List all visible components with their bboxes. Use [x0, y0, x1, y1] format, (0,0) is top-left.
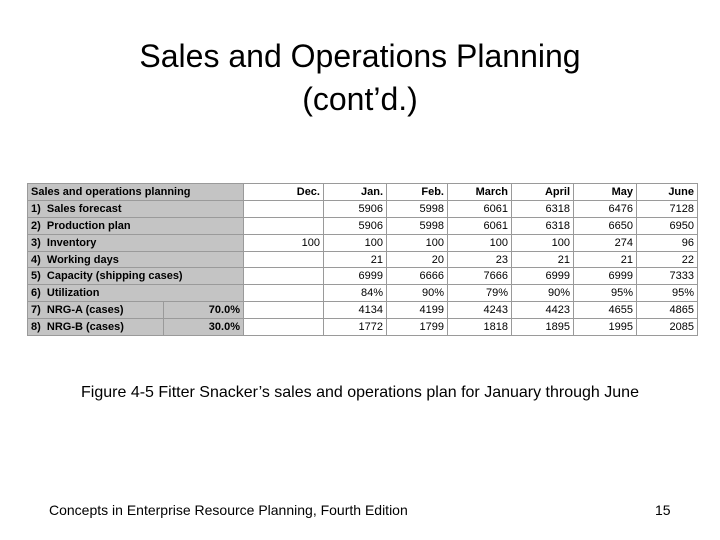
row-label: 3) Inventory: [27, 233, 244, 252]
cell: 4134: [323, 301, 387, 320]
page-number: 15: [655, 502, 671, 518]
title-line: (cont’d.): [302, 81, 418, 117]
cell: 6476: [573, 199, 637, 218]
row-label: 4) Working days: [27, 250, 244, 269]
cell: 2085: [636, 318, 698, 337]
cell: 6650: [573, 216, 637, 235]
cell: 5998: [386, 216, 448, 235]
cell: 21: [323, 250, 387, 269]
row-label: 6) Utilization: [27, 284, 244, 303]
cell: [243, 216, 324, 235]
cell: 7666: [447, 267, 512, 286]
cell: [243, 318, 324, 337]
cell: 6318: [511, 216, 574, 235]
cell: 5998: [386, 199, 448, 218]
cell: 95%: [636, 284, 698, 303]
header-label: Sales and operations planning: [27, 183, 244, 201]
table-row: 5) Capacity (shipping cases) 6999 6666 7666…: [27, 267, 698, 286]
cell: 6061: [447, 216, 512, 235]
row-share: 30.0%: [163, 318, 244, 337]
cell: 79%: [447, 284, 512, 303]
cell: 100: [323, 233, 387, 252]
cell: 4655: [573, 301, 637, 320]
cell: 4243: [447, 301, 512, 320]
cell: 5906: [323, 216, 387, 235]
table-row: 3) Inventory 100 100 100 100 100 274 96: [27, 233, 698, 252]
table-row: 7) NRG-A (cases) 70.0% 4134 4199 4243 4423 465…: [27, 301, 698, 320]
table-row: 8) NRG-B (cases) 30.0% 1772 1799 1818 1895 199…: [27, 318, 698, 337]
header-cell: March: [447, 183, 512, 201]
cell: 100: [447, 233, 512, 252]
table-row: 6) Utilization 84% 90% 79% 90% 95% 95%: [27, 284, 698, 303]
table-row: 1) Sales forecast 5906 5998 6061 6318 6476 712…: [27, 199, 698, 218]
cell: 1995: [573, 318, 637, 337]
planning-table: Sales and operations planning Dec. Jan. Feb…: [27, 183, 698, 337]
cell: 90%: [511, 284, 574, 303]
row-label: 5) Capacity (shipping cases): [27, 267, 244, 286]
cell: 21: [511, 250, 574, 269]
title: Sales and Operations Planning (cont’d.): [0, 35, 720, 121]
header-cell: April: [511, 183, 574, 201]
cell: 20: [386, 250, 448, 269]
title-line: Sales and Operations Planning: [139, 38, 581, 74]
cell: 4865: [636, 301, 698, 320]
footer: Concepts in Enterprise Resource Planning…: [49, 502, 408, 518]
cell: 6666: [386, 267, 448, 286]
cell: 90%: [386, 284, 448, 303]
cell: 274: [573, 233, 637, 252]
cell: 100: [243, 233, 324, 252]
cell: 1772: [323, 318, 387, 337]
cell: 4423: [511, 301, 574, 320]
cell: 7333: [636, 267, 698, 286]
cell: 95%: [573, 284, 637, 303]
header-cell: Dec.: [243, 183, 324, 201]
table-row: 4) Working days 21 20 23 21 21 22: [27, 250, 698, 269]
cell: 4199: [386, 301, 448, 320]
header-cell: Feb.: [386, 183, 448, 201]
caption: Figure 4-5 Fitter Snacker’s sales and op…: [81, 384, 639, 401]
cell: 6318: [511, 199, 574, 218]
row-label: 1) Sales forecast: [27, 199, 244, 218]
cell: 1818: [447, 318, 512, 337]
cell: 6999: [323, 267, 387, 286]
cell: 6061: [447, 199, 512, 218]
cell: 21: [573, 250, 637, 269]
table-row: 2) Production plan 5906 5998 6061 6318 6650 69…: [27, 216, 698, 235]
cell: 96: [636, 233, 698, 252]
cell: 1895: [511, 318, 574, 337]
cell: [243, 199, 324, 218]
row-label: 8) NRG-B (cases): [27, 318, 164, 337]
cell: 6999: [573, 267, 637, 286]
header-cell: June: [636, 183, 698, 201]
cell: [243, 267, 324, 286]
cell: [243, 250, 324, 269]
cell: 6950: [636, 216, 698, 235]
header-row: Sales and operations planning Dec. Jan. Feb…: [27, 183, 698, 201]
cell: 7128: [636, 199, 698, 218]
header-cell: Jan.: [323, 183, 387, 201]
cell: 100: [511, 233, 574, 252]
cell: 22: [636, 250, 698, 269]
row-label: 2) Production plan: [27, 216, 244, 235]
cell: 5906: [323, 199, 387, 218]
row-share: 70.0%: [163, 301, 244, 320]
cell: 1799: [386, 318, 448, 337]
cell: 84%: [323, 284, 387, 303]
cell: [243, 284, 324, 303]
cell: 23: [447, 250, 512, 269]
cell: [243, 301, 324, 320]
row-label: 7) NRG-A (cases): [27, 301, 164, 320]
cell: 6999: [511, 267, 574, 286]
cell: 100: [386, 233, 448, 252]
header-cell: May: [573, 183, 637, 201]
